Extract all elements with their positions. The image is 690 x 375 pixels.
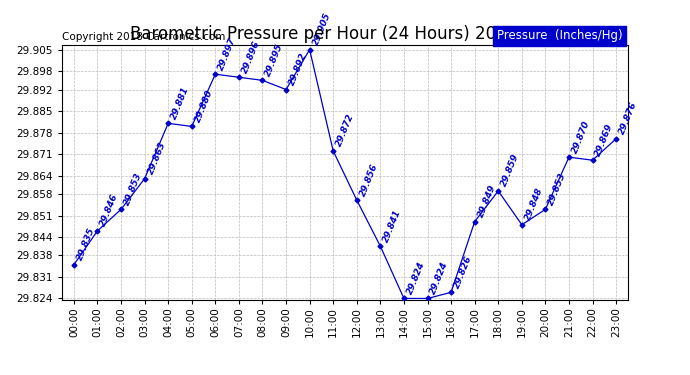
Text: 29.869: 29.869 <box>594 122 615 158</box>
Text: 29.849: 29.849 <box>476 183 497 219</box>
Text: 29.848: 29.848 <box>523 186 544 222</box>
Text: 29.870: 29.870 <box>571 119 591 154</box>
Text: Copyright 2018 Cartronics.com: Copyright 2018 Cartronics.com <box>62 33 226 42</box>
Text: 29.826: 29.826 <box>453 254 474 290</box>
Text: 29.876: 29.876 <box>618 100 639 136</box>
Text: 29.872: 29.872 <box>335 113 356 148</box>
Text: 29.846: 29.846 <box>99 193 120 228</box>
Text: 29.880: 29.880 <box>193 88 215 124</box>
Text: 29.853: 29.853 <box>546 171 568 207</box>
Text: 29.863: 29.863 <box>146 140 167 176</box>
Text: 29.859: 29.859 <box>500 153 521 188</box>
Text: 29.856: 29.856 <box>358 162 380 197</box>
Title: Barometric Pressure per Hour (24 Hours) 20181013: Barometric Pressure per Hour (24 Hours) … <box>130 26 560 44</box>
Text: 29.841: 29.841 <box>382 208 403 243</box>
Text: 29.853: 29.853 <box>122 171 144 207</box>
Text: 29.897: 29.897 <box>217 36 238 71</box>
Text: 29.895: 29.895 <box>264 42 285 78</box>
Text: 29.892: 29.892 <box>288 51 308 87</box>
Text: Pressure  (Inches/Hg): Pressure (Inches/Hg) <box>497 30 622 42</box>
Text: 29.824: 29.824 <box>405 260 426 296</box>
Text: 29.824: 29.824 <box>429 260 450 296</box>
Text: 29.905: 29.905 <box>311 11 333 47</box>
Text: 29.835: 29.835 <box>75 226 97 262</box>
Text: 29.896: 29.896 <box>240 39 262 75</box>
Text: 29.881: 29.881 <box>170 85 191 121</box>
